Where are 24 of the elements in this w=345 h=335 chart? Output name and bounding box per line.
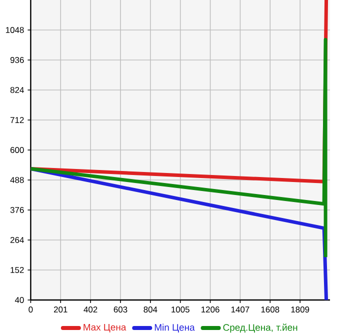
y-tick-label: 936: [10, 57, 24, 63]
line-series: [30, 38, 328, 259]
legend-label: Сред.Цена, т.йен: [223, 324, 298, 333]
x-tick-label: 1809: [291, 306, 310, 313]
y-tick-label: 152: [10, 267, 24, 273]
y-tick-label: 40: [14, 297, 24, 303]
legend-label: Min Цена: [154, 324, 195, 333]
x-tick-label: 201: [54, 306, 68, 313]
y-tick-label: 712: [10, 117, 24, 123]
x-tick-label: 1005: [172, 306, 190, 313]
legend-label: Max Цена: [84, 324, 126, 332]
x-tick-label: 0: [28, 306, 33, 313]
x-tick-label: 1608: [261, 306, 280, 313]
x-tick-label: 1206: [202, 306, 220, 313]
x-tick-label: 402: [84, 306, 98, 313]
y-tick-label: 1048: [6, 27, 24, 33]
y-tick-label: 488: [10, 177, 24, 183]
x-tick-label: 1407: [231, 306, 250, 313]
y-tick-label: 264: [10, 237, 24, 243]
y-tick-label: 824: [10, 87, 24, 93]
x-tick-label: 804: [144, 306, 158, 313]
y-tick-label: 376: [10, 207, 24, 213]
x-tick-label: 603: [114, 306, 128, 313]
y-tick-label: 600: [10, 147, 24, 153]
